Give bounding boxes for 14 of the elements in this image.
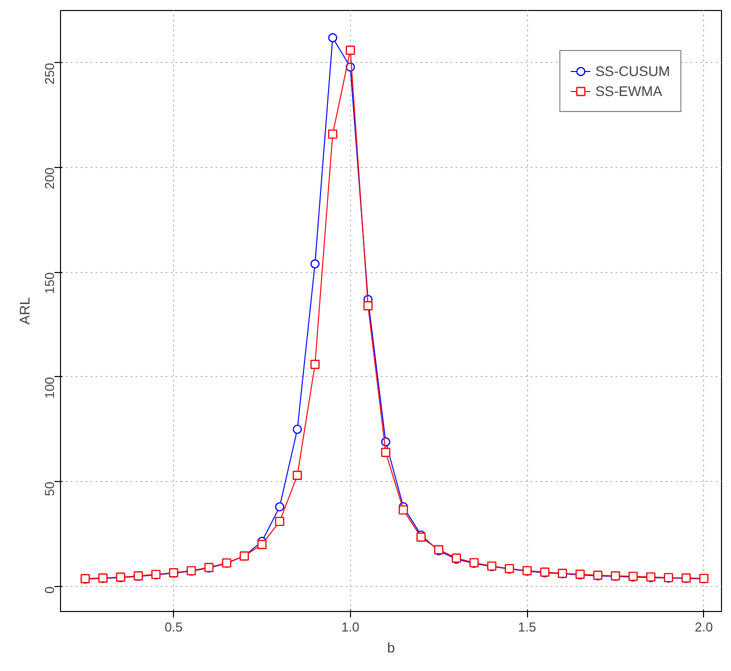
x-tick-label: 1.0 [341, 620, 360, 634]
y-axis-title: ARL [16, 297, 32, 325]
x-tick-label: 0.5 [164, 620, 183, 634]
y-tick-label: 0 [42, 586, 57, 594]
y-tick-label: 150 [42, 272, 57, 294]
x-axis-title: b [387, 640, 396, 656]
y-tick-label: 250 [42, 62, 57, 85]
y-tick-label: 100 [42, 376, 57, 399]
legend-label: SS-EWMA [595, 83, 662, 99]
x-tick-label: 1.5 [518, 620, 536, 634]
x-tick-label: 2.0 [694, 620, 713, 634]
y-tick-label: 50 [42, 482, 57, 496]
y-tick-label: 200 [42, 168, 57, 190]
legend-label: SS-CUSUM [595, 63, 670, 79]
